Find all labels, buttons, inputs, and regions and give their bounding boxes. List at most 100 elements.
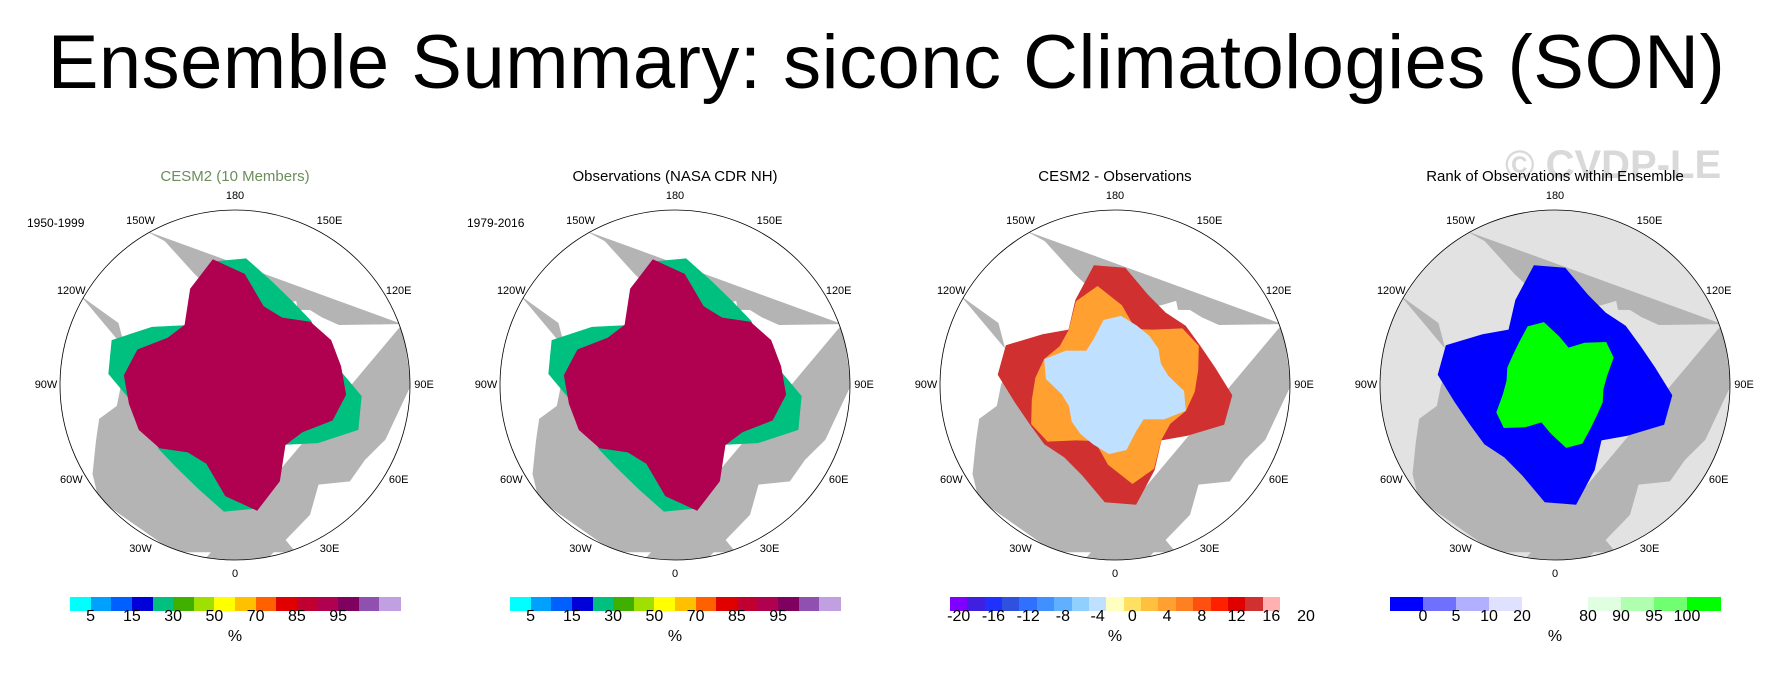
longitude-label: 30E (319, 542, 340, 555)
colorbar-swatch (131, 597, 153, 611)
longitude-label: 120W (496, 284, 526, 297)
colorbar-tick-label: 95 (769, 608, 788, 625)
colorbar-swatch (338, 597, 360, 611)
colorbar-swatch (1456, 597, 1490, 611)
panel-title: Rank of Observations within Ensemble (1426, 168, 1684, 185)
longitude-label: 0 (671, 568, 679, 580)
colorbar-tick-label: 50 (205, 608, 224, 625)
colorbar-tick-label: 90 (1612, 608, 1630, 625)
colorbar-swatch (551, 597, 573, 611)
longitude-label: 150E (756, 215, 783, 228)
sea-ice-field (123, 259, 347, 511)
longitude-label: 60E (1708, 473, 1729, 486)
colorbar-tick-label: 70 (246, 608, 265, 625)
colorbar-swatch (1423, 597, 1457, 611)
colorbar-swatch (1071, 597, 1090, 611)
colorbar-swatch (1245, 597, 1264, 611)
colorbar-swatch (778, 597, 800, 611)
map-panel-1: CESM2 (10 Members) 1950-1999 180 150E 120E 90… (15, 160, 455, 660)
longitude-label: 90E (1294, 379, 1314, 391)
colorbar (70, 597, 401, 611)
colorbar-swatch (592, 597, 614, 611)
colorbar-swatch (255, 597, 277, 611)
colorbar-swatch (1088, 597, 1107, 611)
colorbar-tick-label: -20 (947, 608, 971, 625)
longitude-label: 150E (1196, 215, 1223, 228)
period-label: 1950-1999 (27, 216, 85, 230)
colorbar-tick-label: -8 (1055, 608, 1071, 625)
colorbar-swatch (1210, 597, 1229, 611)
colorbar-swatch (1687, 597, 1721, 611)
colorbar-swatch (276, 597, 298, 611)
colorbar-units: % (1107, 628, 1123, 645)
colorbar-swatch (757, 597, 779, 611)
land-eurasia (1466, 230, 1730, 560)
colorbar-swatch (695, 597, 717, 611)
colorbar-tick-label: 95 (329, 608, 348, 625)
longitude-label: 90E (854, 379, 874, 391)
colorbar-tick-label: 5 (1451, 608, 1461, 625)
main-title: Ensemble Summary: siconc Climatologies (… (47, 20, 1726, 105)
colorbar-swatch (1036, 597, 1055, 611)
colorbar-tick-label: 100 (1673, 608, 1701, 625)
longitude-label: 30E (1639, 542, 1660, 555)
colorbar-units: % (1547, 628, 1563, 645)
colorbar-swatch (173, 597, 195, 611)
longitude-label: 120W (56, 284, 86, 297)
panel-title: CESM2 - Observations (1038, 168, 1192, 185)
map-border (1379, 209, 1731, 561)
map-panel-3: CESM2 - Observations 180 150E 120E 90E 60E 30E… (895, 160, 1335, 660)
longitude-label: 30E (759, 542, 780, 555)
longitude-label: 60E (388, 473, 409, 486)
colorbar-tick-label: 5 (86, 608, 96, 625)
colorbar-tick-label: 8 (1197, 608, 1207, 625)
land-north-america (1400, 296, 1616, 553)
longitude-label: 60W (940, 473, 963, 486)
land-north-america (960, 296, 1176, 553)
colorbar (1390, 597, 1721, 611)
colorbar (950, 597, 1281, 611)
colorbar-tick-label: 12 (1227, 608, 1246, 625)
colorbar-swatch (736, 597, 758, 611)
longitude-label: 120E (1705, 284, 1732, 297)
colorbar-tick-label: 15 (122, 608, 141, 625)
colorbar-swatch (510, 597, 532, 611)
polar-map (499, 209, 851, 561)
colorbar-swatch (633, 597, 655, 611)
longitude-label: 60W (500, 473, 523, 486)
longitude-label: 90E (414, 379, 434, 391)
land-eurasia (1026, 230, 1290, 560)
colorbar-swatch (235, 597, 257, 611)
longitude-label: 150E (1636, 215, 1663, 228)
map-panel-4: Rank of Observations within Ensemble 180 1… (1335, 160, 1773, 660)
longitude-label: 120W (936, 284, 966, 297)
polar-map (1379, 209, 1731, 561)
colorbar-swatch (613, 597, 635, 611)
longitude-label: 30W (1009, 542, 1032, 555)
longitude-label: 120E (385, 284, 412, 297)
longitude-label: 90W (474, 379, 498, 391)
longitude-label: 90E (1734, 379, 1754, 391)
land-eurasia (586, 230, 850, 560)
longitude-label: 120W (1376, 284, 1406, 297)
longitude-label: 90W (1354, 379, 1378, 391)
colorbar-tick-label: -16 (981, 608, 1005, 625)
colorbar-tick-label: 80 (1579, 608, 1597, 625)
colorbar-swatch (1390, 597, 1424, 611)
colorbar-swatch (798, 597, 820, 611)
polar-map (59, 209, 411, 561)
colorbar-tick-label: 85 (727, 608, 746, 625)
colorbar-swatch (1054, 597, 1073, 611)
colorbar-swatch (70, 597, 92, 611)
colorbar-tick-label: 50 (645, 608, 664, 625)
longitude-label: 90W (34, 379, 58, 391)
colorbar-swatch (819, 597, 841, 611)
colorbar-swatch (1522, 597, 1556, 611)
longitude-label: 0 (231, 568, 239, 580)
longitude-label: 180 (1105, 190, 1125, 202)
period-label: 1979-2016 (467, 216, 525, 230)
colorbar-swatch (1489, 597, 1523, 611)
watermark-text: © CVDP-LE (1505, 143, 1722, 187)
sea-ice-field (563, 259, 787, 511)
longitude-label: 150W (126, 215, 155, 228)
